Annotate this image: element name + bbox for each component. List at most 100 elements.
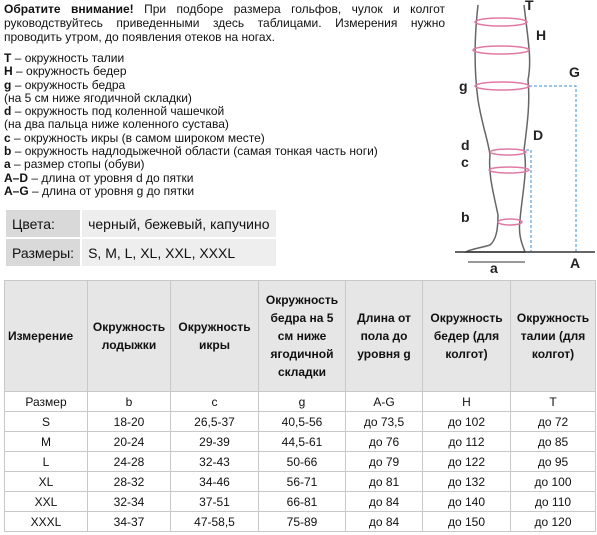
table-cell: 24-28 [87, 451, 171, 472]
table-cell: до 110 [510, 491, 596, 512]
dimension-lines [526, 85, 577, 252]
legend-key: b [4, 144, 12, 159]
legend-key: A–D [4, 170, 29, 185]
legend-key: T [4, 51, 12, 65]
leg-diagram: T H Gg d Dc b a A [455, 0, 595, 276]
option-label: Размеры: [6, 239, 81, 266]
table-cell: 34-37 [87, 511, 171, 532]
legend-key: g [4, 77, 12, 92]
legend-note: (на 5 см ниже ягодичной складки) [4, 90, 192, 105]
table-cell: до 122 [422, 451, 511, 472]
legend-text: – длина от уровня d до пятки [31, 170, 194, 185]
table-cell: A-G [345, 391, 423, 412]
table-cell: 28-32 [87, 471, 171, 492]
table-cell: до 100 [510, 471, 596, 492]
table-cell: 56-71 [258, 471, 346, 492]
diagram-label: c [461, 154, 469, 170]
table-cell: до 79 [345, 451, 423, 472]
legend-key: c [4, 130, 11, 145]
legend-text: – окружность под коленной чашечкой [14, 104, 225, 119]
table-row: XXL 32-34 37-51 66-81 до 84 до 140 до 110 [4, 491, 596, 512]
table-cell: 75-89 [258, 511, 346, 532]
table-cell: 40,5-56 [258, 411, 346, 432]
diagram-label: A [570, 255, 580, 271]
diagram-label: a [490, 260, 498, 276]
diagram-label: D [533, 127, 543, 143]
option-value: черный, бежевый, капучино [82, 210, 276, 237]
measure-rings [472, 17, 530, 226]
table-cell: до 95 [510, 451, 596, 472]
table-cell: до 102 [422, 411, 511, 432]
header-cell: Окружность бедра на 5 см ниже ягодичной … [258, 280, 346, 392]
table-cell: 18-20 [87, 411, 171, 432]
header-cell: Окружность бедер (для колгот) [422, 280, 511, 392]
options-table: Цвета: черный, бежевый, капучино Размеры: S… [4, 208, 278, 268]
legend-item: b – окружность надлодыжечной области (са… [4, 144, 444, 159]
legend-text: – окружность надлодыжечной области (сама… [14, 144, 378, 159]
table-cell: XXXL [4, 511, 88, 532]
option-label: Цвета: [6, 210, 81, 237]
table-cell: до 112 [422, 431, 511, 452]
table-cell: T [510, 391, 596, 412]
legend-item: T – окружность талии [4, 51, 444, 65]
legend-item: g – окружность бедра [4, 77, 444, 92]
table-row: Размер b c g A-G H T [4, 391, 596, 412]
diagram-label: b [461, 209, 470, 225]
legend-text: – окружность бедра [14, 77, 126, 92]
table-cell: 37-51 [170, 491, 259, 512]
header-cell: Окружность икры [170, 280, 259, 392]
legend-item: c – окружность икры (в самом широком мес… [4, 130, 444, 145]
table-cell: до 76 [345, 431, 423, 452]
table-cell: до 72 [510, 411, 596, 432]
legend-text: – длина от уровня g до пятки [32, 183, 195, 198]
legend-item: a – размер стопы (обуви) [4, 158, 444, 171]
table-row: XL 28-32 34-46 56-71 до 81 до 132 до 100 [4, 471, 596, 492]
diagram-label: d [461, 137, 470, 153]
table-cell: Размер [4, 391, 88, 412]
table-cell: S [4, 411, 88, 432]
header-cell: Измерение [4, 280, 88, 392]
legend-text: – окружность икры (в самом широком месте… [14, 130, 265, 145]
table-cell: 32-34 [87, 491, 171, 512]
leg-outline [464, 4, 531, 253]
table-cell: L [4, 451, 88, 472]
table-cell: H [422, 391, 511, 412]
table-cell: 20-24 [87, 431, 171, 452]
table-cell: до 84 [345, 491, 423, 512]
notice-bold: Обратите внимание! [4, 2, 134, 16]
table-cell: 29-39 [170, 431, 259, 452]
legend-key: A–G [4, 183, 29, 198]
table-cell: 26,5-37 [170, 411, 259, 432]
legend-note: (на два пальца ниже коленного сустава) [4, 117, 229, 132]
legend-key: d [4, 104, 12, 119]
diagram-label: H [536, 27, 546, 43]
table-cell: до 85 [510, 431, 596, 452]
table-cell: до 132 [422, 471, 511, 492]
header-cell: Окружность талии (для колгот) [510, 280, 596, 392]
table-cell: M [4, 431, 88, 452]
table-row: L 24-28 32-43 50-66 до 79 до 122 до 95 [4, 451, 596, 472]
header-cell: Окружность лодыжки [87, 280, 171, 392]
legend-text: – окружность бедер [16, 64, 127, 79]
table-row: XXXL 34-37 47-58,5 75-89 до 84 до 150 до 120 [4, 511, 596, 532]
table-row: M 20-24 29-39 44,5-61 до 76 до 112 до 85 [4, 431, 596, 452]
notice: Обратите внимание! При подборе размера г… [4, 2, 445, 44]
legend-item: A–D – длина от уровня d до пятки [4, 170, 444, 185]
option-value: S, M, L, XL, XXL, XXXL [82, 239, 276, 266]
table-cell: 32-43 [170, 451, 259, 472]
table-cell: 47-58,5 [170, 511, 259, 532]
diagram-label: T [525, 0, 534, 13]
table-cell: 50-66 [258, 451, 346, 472]
legend-key: H [4, 64, 13, 79]
legend: T – окружность талии H – окружность бедер… [4, 51, 444, 198]
table-row: S 18-20 26,5-37 40,5-56 до 73,5 до 102 до 72 [4, 411, 596, 432]
table-cell: XXL [4, 491, 88, 512]
table-cell: 34-46 [170, 471, 259, 492]
table-cell: g [258, 391, 346, 412]
table-cell: XL [4, 471, 88, 492]
header-cell: Длина от пола до уровня g [345, 280, 423, 392]
option-row: Цвета: черный, бежевый, капучино [6, 210, 276, 237]
table-cell: c [170, 391, 259, 412]
legend-item: d – окружность под коленной чашечкой [4, 105, 444, 118]
